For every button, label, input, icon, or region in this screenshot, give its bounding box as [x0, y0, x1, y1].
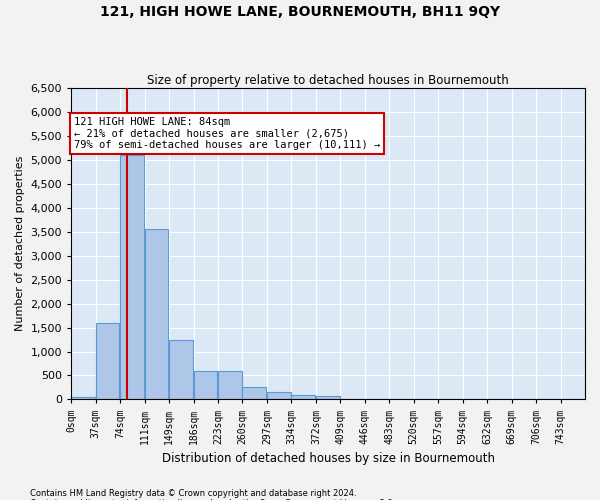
Text: 121, HIGH HOWE LANE, BOURNEMOUTH, BH11 9QY: 121, HIGH HOWE LANE, BOURNEMOUTH, BH11 9…: [100, 5, 500, 19]
Bar: [267, 392, 290, 400]
Bar: [316, 396, 340, 400]
Text: Contains HM Land Registry data © Crown copyright and database right 2024.: Contains HM Land Registry data © Crown c…: [30, 488, 356, 498]
Text: 121 HIGH HOWE LANE: 84sqm
← 21% of detached houses are smaller (2,675)
79% of se: 121 HIGH HOWE LANE: 84sqm ← 21% of detac…: [74, 117, 380, 150]
Bar: [242, 388, 266, 400]
Bar: [218, 370, 242, 400]
Text: Contains public sector information licensed under the Open Government Licence v3: Contains public sector information licen…: [30, 498, 395, 500]
Bar: [145, 230, 169, 400]
Bar: [95, 323, 119, 400]
Bar: [169, 340, 193, 400]
Bar: [120, 155, 144, 400]
Bar: [194, 370, 217, 400]
Bar: [292, 394, 315, 400]
Y-axis label: Number of detached properties: Number of detached properties: [15, 156, 25, 332]
X-axis label: Distribution of detached houses by size in Bournemouth: Distribution of detached houses by size …: [161, 452, 494, 465]
Bar: [71, 397, 95, 400]
Title: Size of property relative to detached houses in Bournemouth: Size of property relative to detached ho…: [147, 74, 509, 87]
